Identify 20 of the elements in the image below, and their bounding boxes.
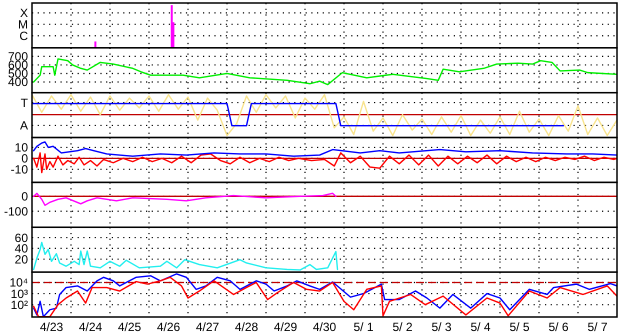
x-tick-label: 4/28 (234, 320, 258, 334)
x-tick-label: 4/26 (156, 320, 180, 334)
x-tick-label: 5/ 4 (470, 320, 491, 334)
x-tick-label: 5/ 5 (509, 320, 530, 334)
text: A (20, 118, 28, 133)
x-tick-label: 4/30 (312, 320, 336, 334)
x-tick-label: 5/ 7 (587, 320, 608, 334)
x-tick-label: 5/ 1 (353, 320, 374, 334)
x-tick-label: 5/ 2 (392, 320, 413, 334)
text: T (20, 96, 29, 110)
x-tick-label: 4/24 (78, 320, 102, 334)
y-tick-label: -100 (4, 204, 28, 218)
text: X (20, 6, 28, 20)
y-tick-label: 0 (21, 190, 28, 204)
x-tick-label: 4/29 (274, 320, 298, 334)
x-tick-label: 5/ 6 (548, 320, 569, 334)
x-tick-label: 5/ 3 (431, 320, 452, 334)
x-tick-label: 4/25 (118, 320, 142, 334)
x-tick-label: 4/27 (196, 320, 220, 334)
x-tick-label: 4/23 (40, 320, 64, 334)
